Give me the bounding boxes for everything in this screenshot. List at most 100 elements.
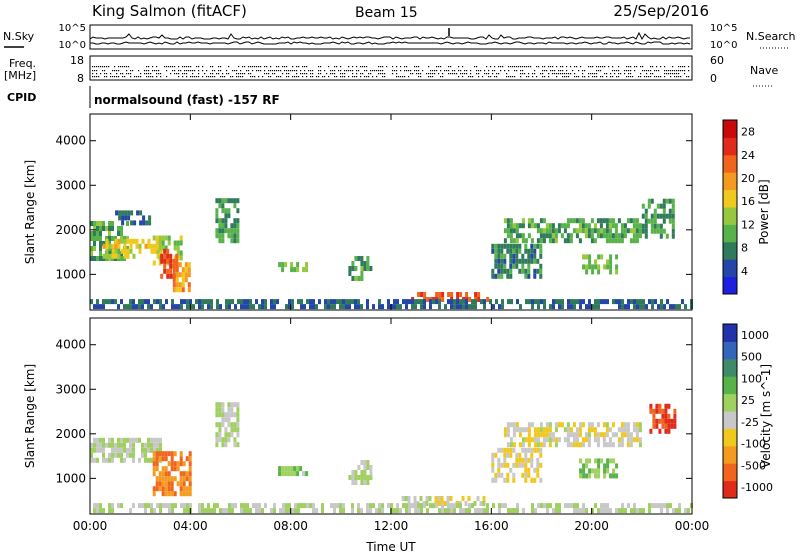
freq-dot (320, 70, 322, 72)
freq-dot (204, 73, 206, 75)
freq-dot (506, 76, 508, 78)
power-cell (579, 299, 582, 305)
power-cell (169, 273, 173, 279)
power-cell (225, 299, 228, 305)
power-cell (593, 228, 597, 234)
power-cell (233, 198, 237, 204)
power-cell (548, 228, 552, 234)
power-cell (178, 272, 182, 278)
velocity-cell (204, 508, 207, 514)
velocity-cell (230, 412, 234, 418)
freq-dot (684, 70, 686, 72)
velocity-cell (494, 472, 498, 478)
velocity-cell (585, 463, 589, 469)
velocity-cell (554, 437, 558, 443)
freq-dot (94, 70, 96, 72)
freq-dot (148, 66, 150, 68)
velocity-cell (167, 481, 171, 487)
velocity-cell (150, 503, 153, 509)
power-cell (509, 273, 513, 279)
velocity-cell (141, 452, 144, 458)
freq-dot (170, 66, 172, 68)
power-colorbar-step (723, 189, 737, 208)
velocity-cell (156, 503, 159, 509)
velocity-cell (566, 427, 570, 433)
freq-dot (564, 73, 566, 75)
freq-dot (470, 70, 472, 72)
power-cell (651, 299, 654, 305)
velocity-data (90, 402, 693, 514)
power-cell (126, 253, 130, 259)
velocity-cell (423, 503, 426, 509)
freq-dot (166, 66, 168, 68)
power-cell (567, 299, 570, 305)
velocity-cell (227, 422, 231, 428)
freq-dot (114, 66, 116, 68)
power-cell (521, 223, 525, 229)
velocity-cell (218, 407, 222, 413)
freq-dot (112, 76, 114, 78)
velocity-cell (527, 442, 531, 448)
power-cell (626, 218, 630, 224)
velocity-cell (503, 462, 507, 468)
velocity-cell (240, 503, 243, 509)
power-cell (324, 304, 327, 310)
velocity-cell (545, 432, 549, 438)
power-cell (99, 221, 102, 226)
power-cell (663, 304, 666, 310)
power-cell (161, 245, 165, 251)
freq-dot (258, 66, 260, 68)
power-cell (624, 304, 627, 310)
freq-dot (356, 73, 358, 75)
freq-dot (212, 70, 214, 72)
power-cell (357, 256, 361, 261)
power-cell (293, 267, 297, 273)
velocity-colorbar-step (723, 445, 737, 464)
x-tick-label: 08:00 (273, 519, 308, 533)
velocity-cell (201, 508, 204, 514)
freq-dot (672, 70, 674, 72)
velocity-cell (638, 422, 642, 428)
power-cell (651, 304, 654, 310)
freq-dot (240, 70, 242, 72)
power-cell (189, 299, 192, 305)
velocity-cell (587, 422, 591, 428)
velocity-cell (96, 508, 99, 514)
velocity-cell (503, 457, 507, 463)
power-cell (671, 198, 675, 204)
freq-dot (454, 73, 456, 75)
power-cell (456, 299, 459, 305)
velocity-cell (465, 508, 468, 514)
freq-dot (674, 70, 676, 72)
freq-dot (268, 76, 270, 78)
freq-dot (552, 73, 554, 75)
velocity-cell (278, 471, 282, 477)
velocity-cell (285, 508, 288, 514)
freq-dot (404, 76, 406, 78)
freq-dot (416, 70, 418, 72)
power-cell (153, 243, 157, 249)
velocity-cell (509, 452, 513, 458)
velocity-cell (506, 422, 510, 428)
velocity-cell (673, 418, 677, 424)
power-cell (569, 218, 573, 224)
power-cell (638, 233, 642, 239)
freq-dot (680, 76, 682, 78)
freq-dot (534, 70, 536, 72)
power-cell (148, 215, 152, 221)
velocity-cell (627, 503, 630, 509)
freq-dot (436, 66, 438, 68)
velocity-cell (661, 418, 665, 424)
freq-dot (304, 70, 306, 72)
freq-dot (340, 76, 342, 78)
freq-dot (688, 70, 690, 72)
velocity-cell (152, 461, 156, 467)
power-cell (605, 238, 609, 244)
power-cell (512, 238, 516, 244)
freq-dot (630, 66, 632, 68)
power-ytick-label: 1000 (55, 267, 86, 281)
velocity-cell (129, 437, 132, 443)
power-cell (105, 248, 109, 254)
power-colorbar-step (723, 154, 737, 173)
freq-dot (472, 76, 474, 78)
